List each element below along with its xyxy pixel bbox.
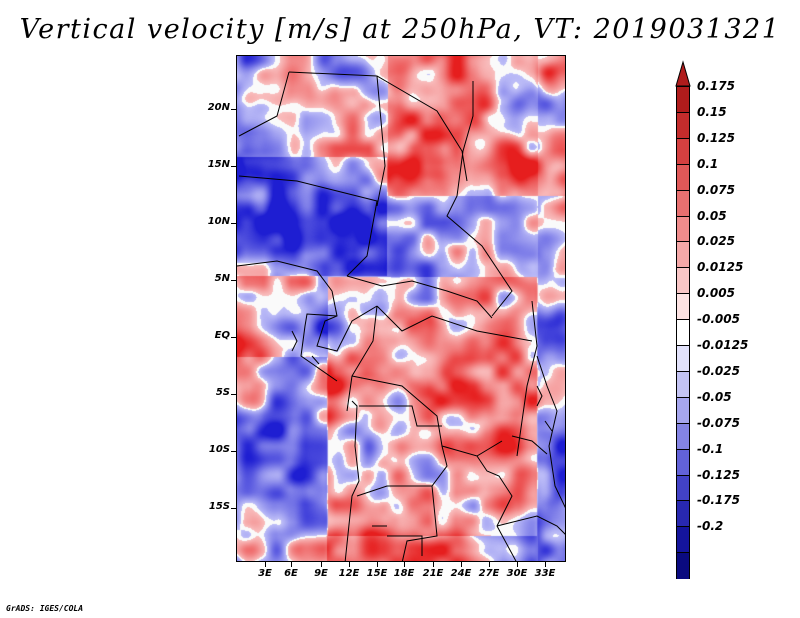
colorbar-cell [676, 137, 690, 165]
lon-tick [377, 562, 378, 567]
lon-label: 9E [314, 568, 328, 579]
lat-tick [231, 166, 236, 167]
lat-tick [231, 280, 236, 281]
lon-label: 12E [338, 568, 360, 579]
colorbar-top-tip [675, 60, 691, 87]
lat-label: 5S [215, 387, 230, 398]
colorbar-cell [676, 526, 690, 554]
lon-label: 33E [534, 568, 556, 579]
colorbar-label: -0.075 [697, 415, 740, 430]
colorbar-cell [676, 189, 690, 217]
lat-label: 10S [208, 444, 230, 455]
colorbar-label: 0.025 [697, 234, 735, 249]
colorbar-label: 0.075 [697, 182, 735, 197]
lon-label: 15E [366, 568, 388, 579]
lon-tick [433, 562, 434, 567]
lat-label: 15S [208, 501, 230, 512]
colorbar-cell [676, 215, 690, 243]
velocity-field [237, 56, 565, 561]
colorbar-cell [676, 345, 690, 372]
lon-tick [404, 562, 405, 567]
colorbar-cell [676, 370, 690, 398]
colorbar-label: 0.0125 [697, 260, 744, 275]
colorbar-arrow-tips [675, 60, 691, 87]
lon-tick [291, 562, 292, 567]
lon-label: 18E [393, 568, 415, 579]
lon-tick [517, 562, 518, 567]
grads-credit: GrADS: IGES/COLA [6, 604, 84, 613]
colorbar-label: -0.175 [697, 493, 740, 508]
colorbar-label: 0.05 [697, 208, 727, 223]
lat-tick [231, 337, 236, 338]
colorbar-cell [676, 293, 690, 321]
lat-label: EQ [214, 330, 230, 341]
colorbar-cell [676, 500, 690, 528]
lon-label: 3E [258, 568, 272, 579]
lat-label: 15N [207, 159, 230, 170]
lon-label: 21E [422, 568, 444, 579]
colorbar-cell [676, 241, 690, 269]
lon-tick [461, 562, 462, 567]
lon-label: 24E [450, 568, 472, 579]
colorbar-label: 0.125 [697, 130, 735, 145]
colorbar-label: 0.175 [697, 79, 735, 93]
colorbar-label: -0.125 [697, 467, 740, 482]
colorbar-cell [676, 474, 690, 502]
lon-label: 6E [284, 568, 298, 579]
lon-tick [321, 562, 322, 567]
colorbar-cell [676, 422, 690, 450]
colorbar-cell [676, 163, 690, 191]
lat-tick [231, 109, 236, 110]
colorbar-label: -0.05 [697, 389, 732, 404]
velocity-map [236, 55, 566, 562]
lat-tick [231, 223, 236, 224]
colorbar-cell [676, 552, 690, 580]
lat-tick [231, 451, 236, 452]
lat-label: 20N [207, 102, 230, 113]
colorbar-label: -0.1 [697, 441, 724, 456]
lat-label: 5N [214, 273, 230, 284]
colorbar-label: -0.0125 [697, 338, 749, 352]
lon-tick [545, 562, 546, 567]
colorbar-label: -0.2 [697, 519, 724, 534]
colorbar-cell [676, 448, 690, 476]
colorbar-label: 0.005 [697, 286, 735, 301]
lon-tick [265, 562, 266, 567]
lon-tick [349, 562, 350, 567]
colorbar-cell [676, 111, 690, 139]
colorbar-label: -0.005 [697, 312, 740, 327]
lon-tick [489, 562, 490, 567]
colorbar-label: 0.1 [697, 156, 719, 171]
lat-tick [231, 394, 236, 395]
colorbar-cell [676, 396, 690, 424]
country-borders [237, 71, 565, 561]
colorbar-cell [676, 267, 690, 295]
colorbar-cell [676, 319, 690, 346]
lat-tick [231, 508, 236, 509]
lon-label: 27E [478, 568, 500, 579]
colorbar-label: 0.15 [697, 104, 727, 119]
lat-label: 10N [207, 216, 230, 227]
colorbar-label: -0.025 [697, 363, 740, 378]
lon-label: 30E [506, 568, 528, 579]
chart-title: Vertical velocity [m/s] at 250hPa, VT: 2… [19, 14, 781, 45]
